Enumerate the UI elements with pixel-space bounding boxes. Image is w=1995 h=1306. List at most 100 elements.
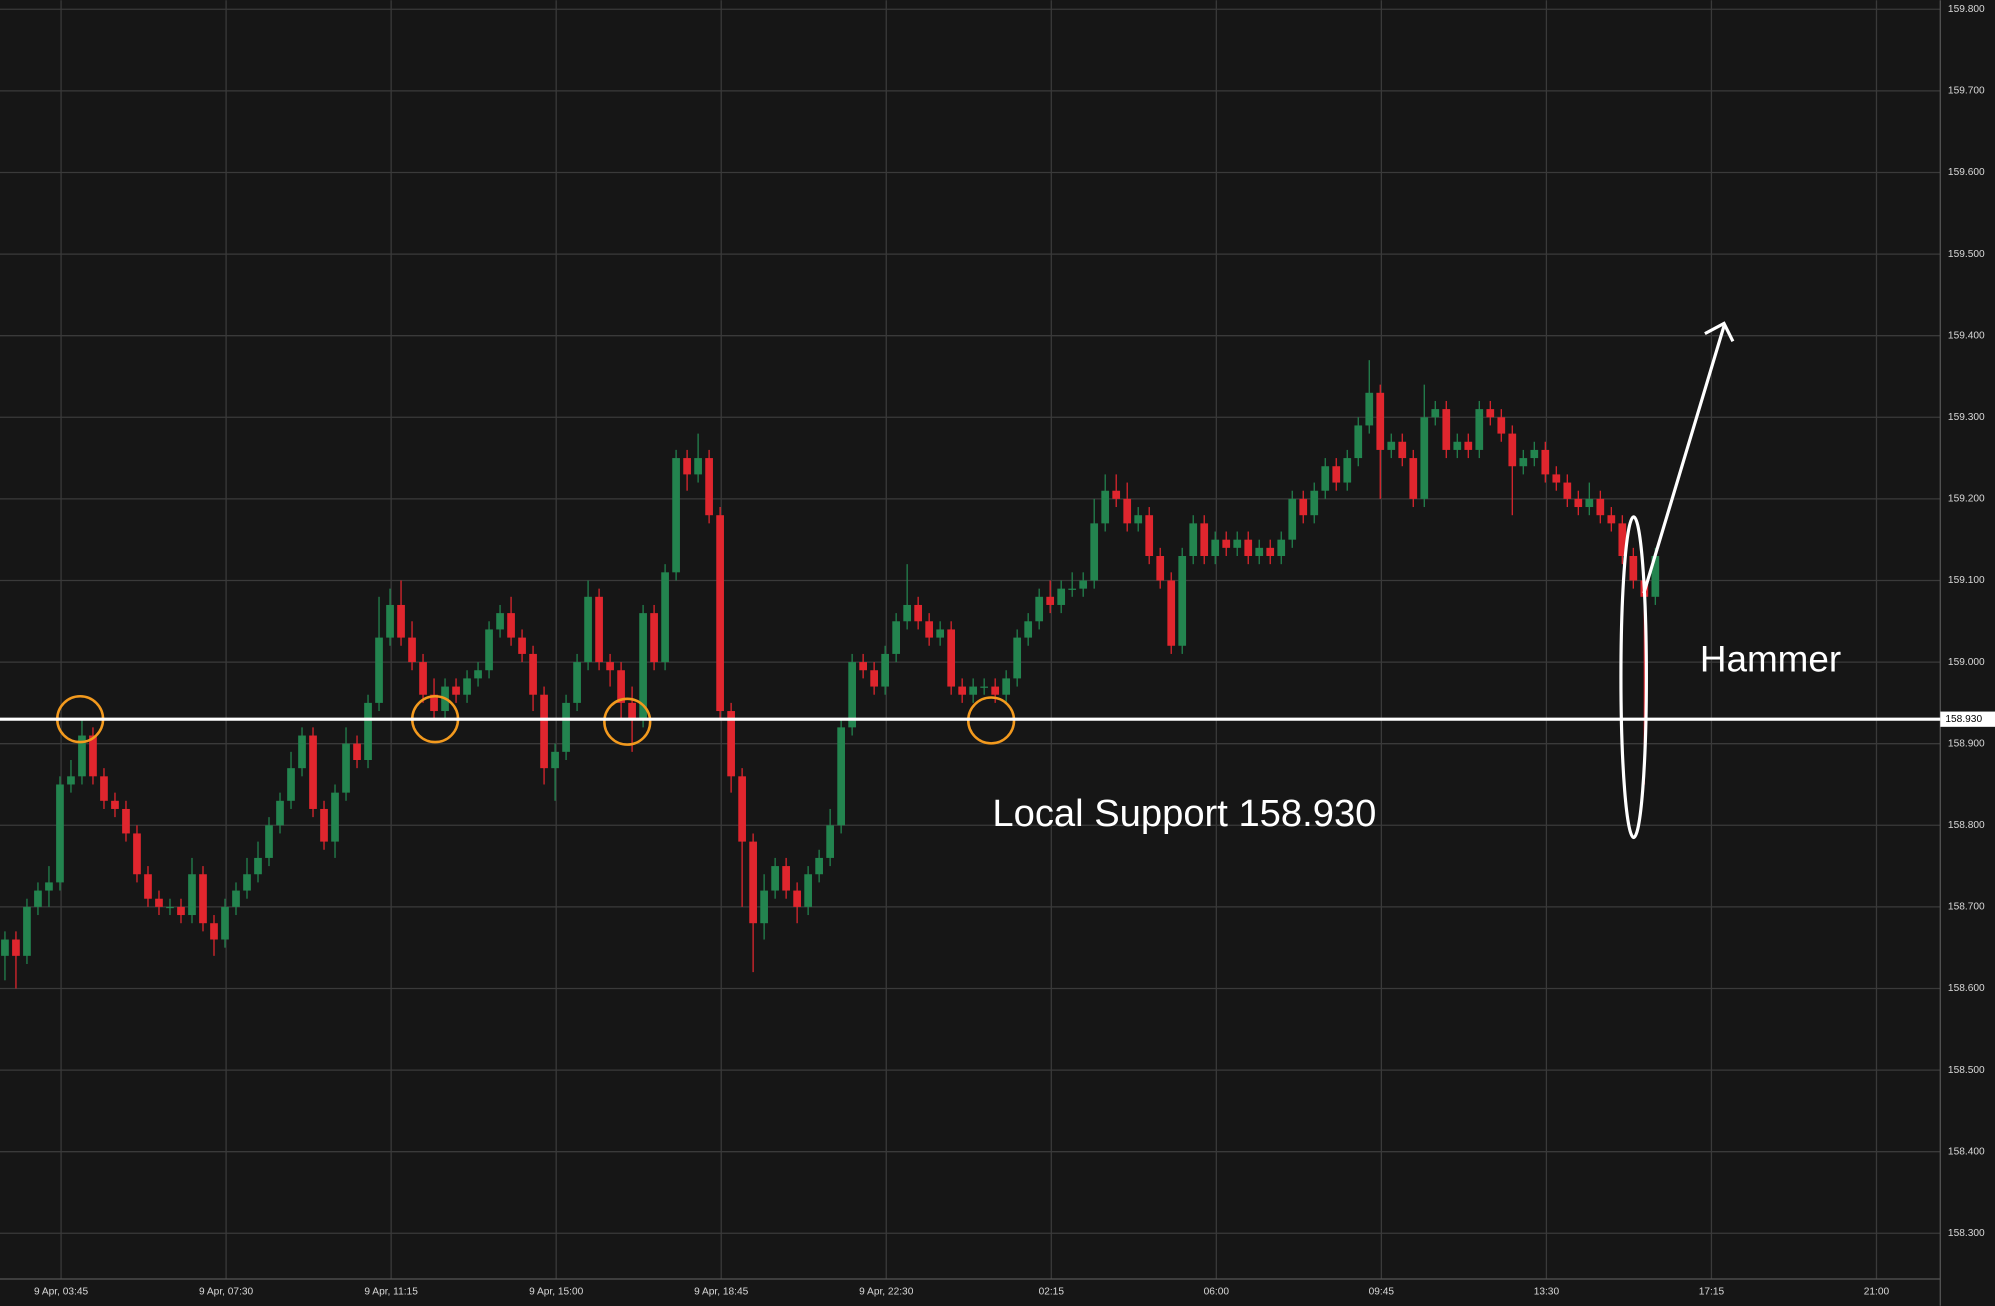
candle-body	[738, 776, 746, 842]
candle-body	[122, 808, 130, 834]
candle-body	[1530, 449, 1539, 459]
candle	[1255, 539, 1264, 565]
candle	[397, 580, 405, 646]
candle-body	[276, 800, 284, 826]
candle	[221, 898, 229, 948]
candle	[320, 800, 328, 850]
candle-body	[1332, 466, 1341, 483]
candle	[265, 817, 273, 867]
candle	[309, 727, 317, 818]
candle-body	[1200, 523, 1209, 556]
arrow-shaft	[1642, 325, 1726, 594]
candle	[826, 808, 834, 867]
candle-body	[705, 458, 713, 516]
x-tick-label: 9 Apr, 18:45	[694, 1286, 749, 1297]
candle	[551, 743, 559, 801]
candle-body	[1002, 678, 1011, 695]
candle	[903, 564, 912, 630]
candle-body	[1574, 498, 1583, 508]
candle-body	[628, 702, 636, 720]
candle	[243, 857, 251, 899]
candle-body	[243, 874, 251, 891]
candle-body	[529, 653, 537, 695]
candle	[1112, 474, 1121, 508]
y-tick-label: 158.900	[1948, 738, 1985, 749]
candle	[1222, 531, 1231, 556]
candle-body	[166, 906, 174, 909]
candle-body	[1541, 449, 1550, 475]
candle	[1200, 515, 1209, 565]
candle	[1497, 409, 1506, 442]
candle	[1024, 613, 1033, 646]
candle-body	[1475, 409, 1484, 450]
candle-body	[1497, 417, 1506, 434]
candle	[1068, 572, 1077, 597]
candle-body	[518, 637, 526, 654]
candle-body	[397, 604, 405, 638]
candle-body	[584, 596, 592, 663]
x-tick-label: 02:15	[1039, 1286, 1065, 1297]
candle-body	[155, 898, 163, 907]
candle	[1079, 572, 1088, 597]
candle-body	[1398, 441, 1407, 459]
candle	[1090, 498, 1099, 589]
candle-body	[419, 662, 427, 695]
candle	[1013, 629, 1022, 687]
candle-body	[45, 882, 53, 891]
candle	[584, 580, 592, 671]
candle	[122, 800, 130, 842]
candle-body	[331, 792, 339, 842]
y-tick-label: 159.500	[1948, 249, 1985, 260]
y-tick-label: 158.800	[1948, 820, 1985, 831]
candle	[573, 653, 581, 712]
candle	[199, 866, 207, 932]
candle	[1321, 458, 1330, 499]
candle	[111, 792, 119, 818]
candle	[375, 596, 383, 712]
candle	[595, 588, 603, 671]
candle	[518, 629, 526, 663]
candle-body	[342, 743, 350, 793]
candle	[815, 849, 823, 883]
candle-body	[1596, 498, 1605, 516]
candle	[23, 898, 31, 965]
candle-body	[573, 662, 581, 703]
candle-body	[1013, 637, 1022, 679]
candle	[287, 751, 295, 809]
candle-body	[793, 890, 801, 907]
candle	[837, 719, 845, 834]
candle-body	[903, 604, 912, 622]
y-tick-label: 158.400	[1948, 1146, 1985, 1157]
candle-body	[617, 670, 625, 703]
candle	[1211, 531, 1220, 565]
candle-body	[474, 670, 482, 679]
candle-body	[298, 735, 306, 769]
candle-body	[353, 743, 361, 761]
candle-body	[639, 613, 647, 720]
candle	[969, 678, 978, 703]
candle-body	[1607, 515, 1616, 524]
candle-body	[1288, 498, 1297, 540]
candle-body	[496, 613, 504, 630]
candle-body	[1255, 547, 1264, 556]
candle-body	[1277, 539, 1286, 556]
candle-body	[1464, 441, 1473, 450]
candle	[408, 621, 416, 671]
candle-body	[1244, 539, 1253, 556]
candle-body	[947, 629, 956, 687]
candle-body	[23, 906, 31, 956]
hammer-annotation: Hammer	[1700, 639, 1841, 680]
candle	[1607, 507, 1616, 532]
candle	[1332, 458, 1341, 491]
candle-body	[1123, 498, 1132, 524]
candle-body	[1508, 433, 1517, 467]
y-tick-label: 159.800	[1948, 4, 1985, 15]
candle	[782, 857, 790, 899]
candle	[936, 621, 945, 646]
candle	[1618, 515, 1627, 565]
arrow	[1642, 321, 1735, 594]
candle-body	[1651, 555, 1660, 597]
candle-body	[78, 735, 86, 777]
candle-body	[364, 702, 372, 761]
candles	[1, 360, 1660, 989]
